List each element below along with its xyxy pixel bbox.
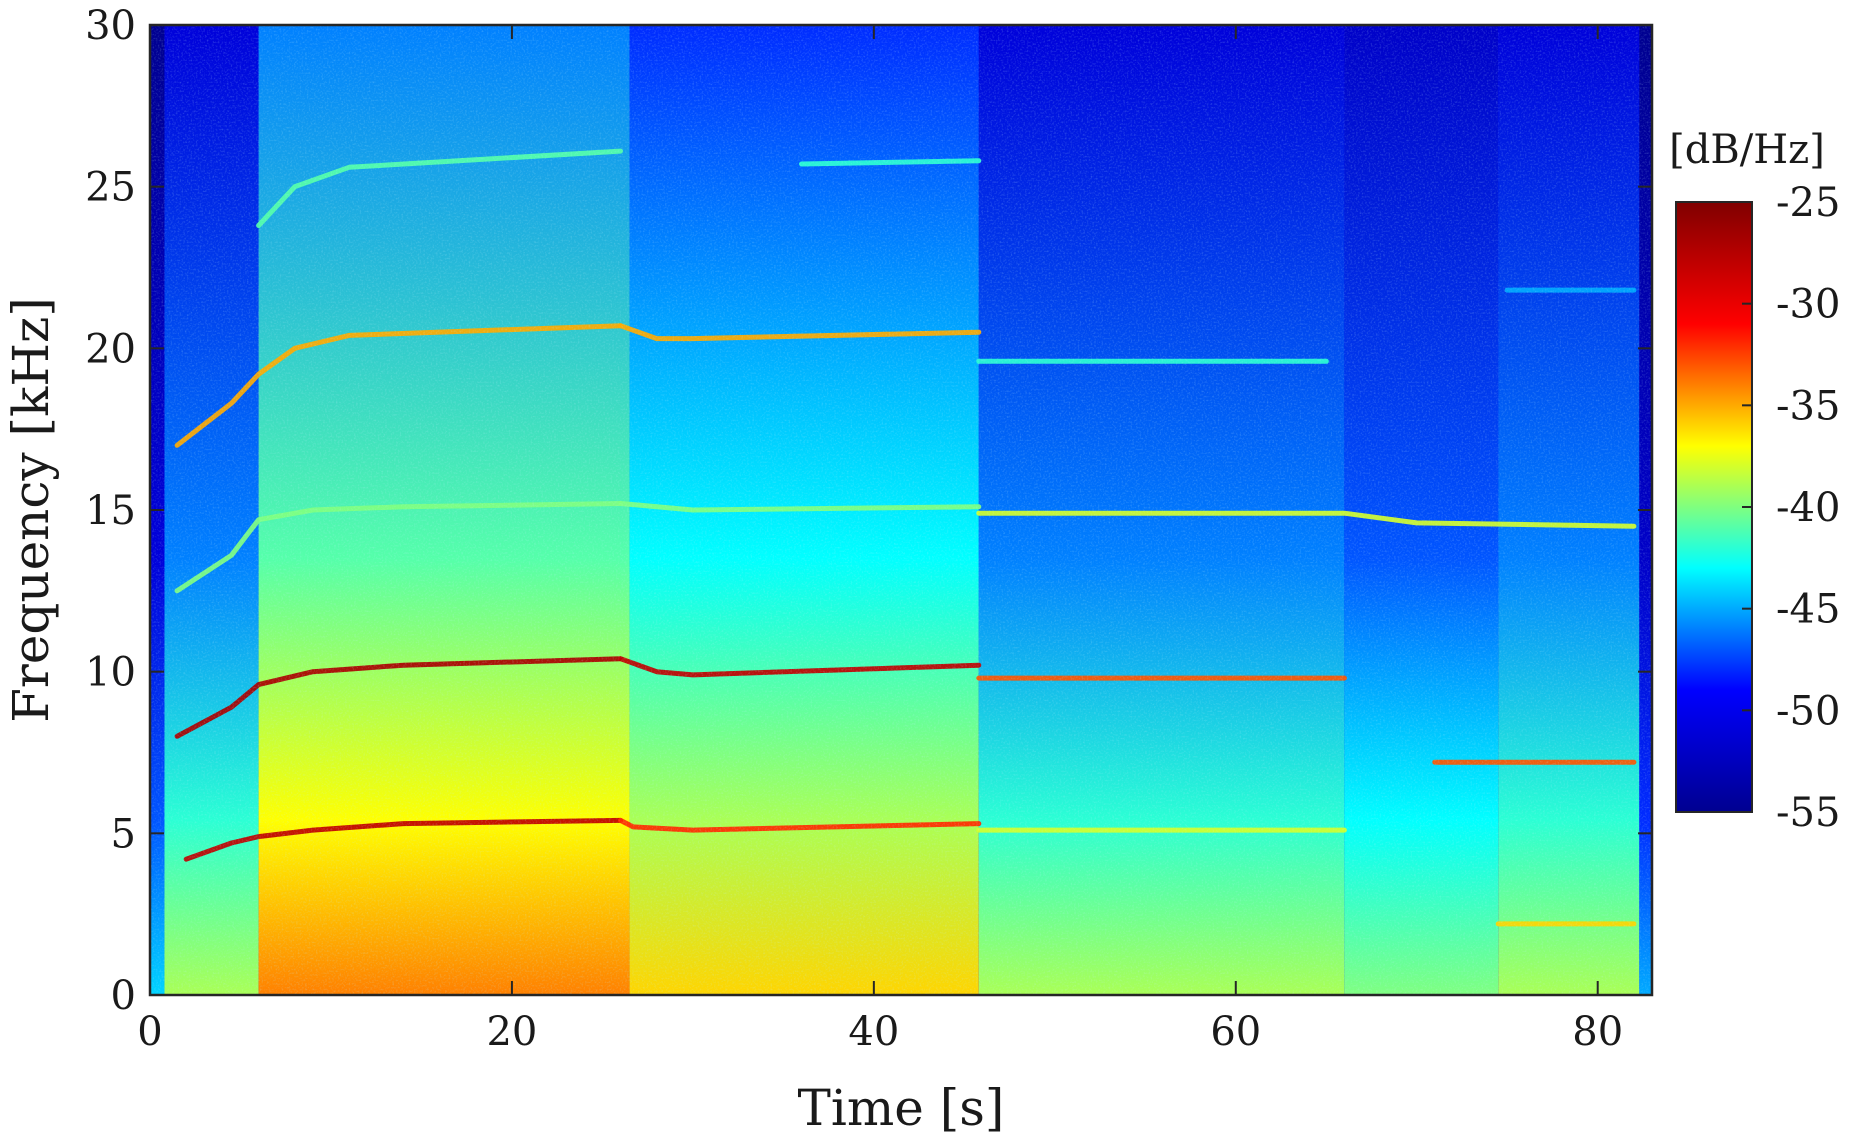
colorbar-gradient	[1675, 201, 1753, 813]
x-axis-title: Time [s]	[798, 1079, 1005, 1137]
x-axis-ticks: 0 20 40 60 80	[137, 25, 1623, 1055]
colorbar-tick-label: -25	[1776, 180, 1840, 226]
y-tick-label: 15	[85, 488, 136, 534]
y-tick-label: 5	[111, 811, 136, 857]
x-tick-label: 20	[486, 1009, 537, 1055]
colorbar-tick-label: -50	[1776, 688, 1840, 734]
y-tick-label: 25	[85, 165, 136, 211]
y-tick-label: 0	[111, 973, 136, 1019]
y-tick-label: 10	[85, 650, 136, 696]
x-tick-label: 60	[1210, 1009, 1261, 1055]
colorbar-tick-label: -45	[1776, 587, 1840, 633]
y-tick-label: 30	[85, 3, 136, 49]
x-tick-label: 80	[1572, 1009, 1623, 1055]
y-axis-ticks: 0 5 10 15 20 25 30	[85, 3, 1652, 1019]
x-tick-label: 40	[848, 1009, 899, 1055]
colorbar-tick-label: -55	[1776, 790, 1840, 836]
colorbar: -25 -30 -35 -40 -45 -50 -55 [dB/Hz]	[1669, 127, 1840, 836]
y-axis-title: Frequency [kHz]	[2, 297, 60, 723]
y-tick-label: 20	[85, 326, 136, 372]
noise-texture	[150, 25, 1652, 995]
colorbar-tick-label: -35	[1776, 383, 1840, 429]
plot-area	[148, 23, 1654, 997]
x-tick-label: 0	[137, 1009, 162, 1055]
colorbar-tick-label: -30	[1776, 282, 1840, 328]
colorbar-label: [dB/Hz]	[1669, 127, 1825, 173]
colorbar-ticks: -25 -30 -35 -40 -45 -50 -55	[1742, 180, 1840, 836]
colorbar-tick-label: -40	[1776, 485, 1840, 531]
